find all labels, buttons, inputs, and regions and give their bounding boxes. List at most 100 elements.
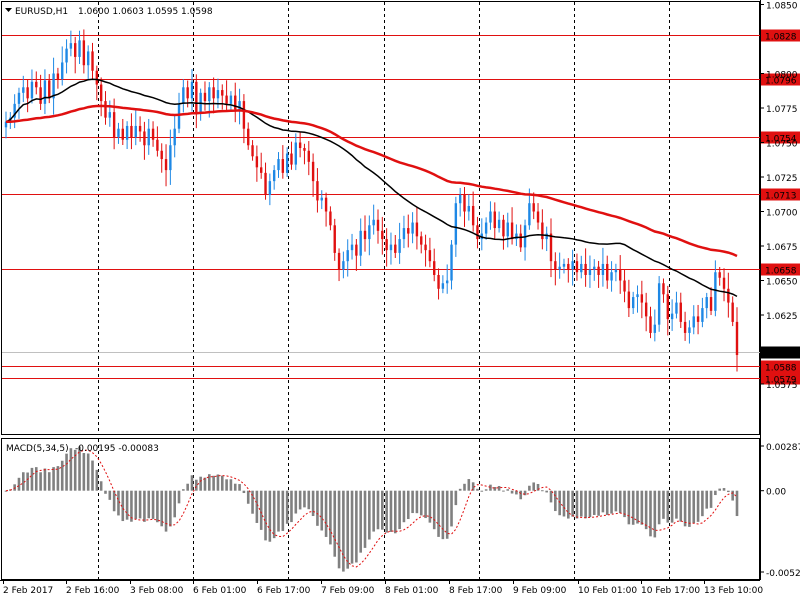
candle[interactable] [277, 152, 280, 178]
candle[interactable] [489, 201, 492, 230]
candle[interactable] [86, 45, 90, 79]
candle[interactable] [575, 253, 579, 281]
candle[interactable] [476, 216, 479, 249]
candle[interactable] [376, 209, 380, 244]
candle[interactable] [195, 74, 198, 129]
candle[interactable] [437, 268, 440, 300]
candle[interactable] [316, 168, 319, 213]
candle[interactable] [601, 247, 605, 287]
candle[interactable] [554, 252, 557, 286]
candle[interactable] [402, 215, 406, 249]
candle[interactable] [722, 268, 726, 302]
candle[interactable] [631, 291, 635, 314]
candle[interactable] [610, 261, 613, 292]
candle[interactable] [445, 264, 449, 294]
candle[interactable] [398, 222, 401, 264]
candle[interactable] [173, 115, 176, 158]
candle[interactable] [82, 29, 86, 74]
candle[interactable] [584, 248, 587, 287]
candle[interactable] [298, 132, 302, 158]
candle[interactable] [675, 291, 678, 319]
candle[interactable] [701, 297, 704, 328]
candle[interactable] [104, 91, 107, 125]
candle[interactable] [683, 311, 687, 341]
candle[interactable] [670, 299, 674, 331]
candle[interactable] [234, 82, 237, 123]
candle[interactable] [433, 248, 436, 282]
candle[interactable] [411, 212, 414, 244]
candle[interactable] [272, 165, 276, 190]
candle[interactable] [493, 202, 496, 239]
candle[interactable] [121, 118, 124, 146]
candle[interactable] [56, 67, 60, 89]
candle[interactable] [705, 292, 708, 319]
candle[interactable] [653, 309, 657, 342]
candle[interactable] [242, 94, 246, 144]
candle[interactable] [99, 77, 103, 117]
candle[interactable] [662, 278, 665, 303]
candle[interactable] [78, 30, 81, 64]
candle[interactable] [35, 71, 38, 95]
candle[interactable] [359, 218, 362, 266]
candle[interactable] [441, 275, 445, 294]
candle[interactable] [558, 252, 561, 279]
candle[interactable] [458, 187, 462, 217]
candle[interactable] [545, 226, 548, 252]
candle[interactable] [415, 207, 419, 250]
dropdown-triangle-icon[interactable] [5, 8, 12, 12]
candle[interactable] [125, 121, 129, 150]
candle[interactable] [294, 133, 298, 171]
candle[interactable] [627, 279, 631, 318]
candle[interactable] [22, 75, 25, 103]
candle[interactable] [727, 272, 730, 318]
candle[interactable] [130, 113, 133, 150]
candle[interactable] [696, 304, 700, 335]
candle[interactable] [251, 140, 254, 161]
candle[interactable] [549, 218, 553, 278]
candle[interactable] [506, 212, 509, 248]
candle[interactable] [255, 145, 259, 182]
candle[interactable] [134, 109, 137, 146]
candle[interactable] [65, 39, 68, 74]
candle[interactable] [368, 215, 371, 256]
candle[interactable] [407, 214, 410, 248]
candle[interactable] [117, 122, 120, 144]
candle[interactable] [95, 65, 99, 101]
candle[interactable] [281, 145, 285, 179]
candle[interactable] [649, 306, 652, 339]
candle[interactable] [143, 121, 146, 160]
candle[interactable] [623, 269, 626, 303]
candle[interactable] [247, 122, 250, 150]
candle[interactable] [52, 57, 55, 115]
candle[interactable] [160, 143, 163, 173]
candle[interactable] [424, 234, 427, 267]
candle[interactable] [190, 69, 194, 112]
candle[interactable] [290, 141, 293, 170]
candle[interactable] [714, 260, 717, 317]
candle[interactable] [606, 255, 609, 289]
candle[interactable] [463, 187, 466, 227]
candle[interactable] [307, 141, 310, 176]
candle[interactable] [285, 147, 289, 178]
candle[interactable] [467, 194, 471, 221]
candle[interactable] [718, 266, 721, 286]
candle[interactable] [385, 228, 388, 267]
candle[interactable] [177, 92, 181, 134]
candle[interactable] [532, 192, 535, 220]
candle[interactable] [497, 211, 501, 233]
candle[interactable] [333, 218, 336, 261]
candle[interactable] [320, 190, 323, 210]
candle[interactable] [311, 153, 315, 197]
candle[interactable] [515, 224, 518, 247]
candle[interactable] [260, 152, 263, 179]
candle[interactable] [688, 320, 691, 344]
candle[interactable] [342, 251, 345, 279]
candle[interactable] [108, 100, 112, 127]
candle[interactable] [644, 292, 648, 332]
candle[interactable] [692, 305, 695, 335]
candle[interactable] [324, 192, 328, 227]
candle[interactable] [614, 263, 618, 282]
candle[interactable] [389, 232, 393, 265]
candle[interactable] [502, 214, 505, 250]
